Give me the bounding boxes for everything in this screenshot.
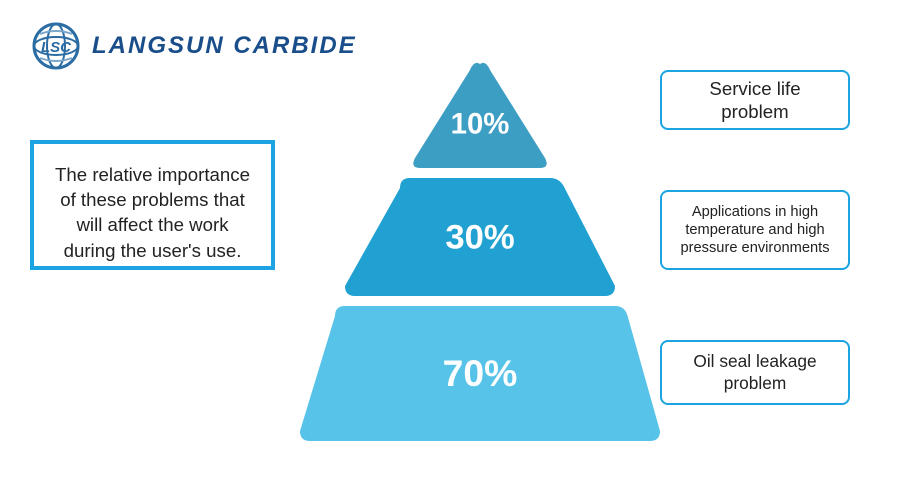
pyramid-label-middle: Applications in high temperature and hig… bbox=[660, 190, 850, 270]
pyramid-label-top: Service life problem bbox=[660, 70, 850, 130]
brand-name: LANGSUN CARBIDE bbox=[92, 32, 357, 60]
description-box: The relative importance of these problem… bbox=[30, 140, 275, 270]
pyramid-value: 10% bbox=[451, 107, 510, 140]
pyramid-svg: 10% 30% 70% bbox=[300, 60, 660, 460]
description-text: The relative importance of these problem… bbox=[55, 164, 250, 261]
label-text: Service life problem bbox=[676, 77, 834, 124]
label-text: Applications in high temperature and hig… bbox=[676, 203, 834, 258]
pyramid-chart: 10% 30% 70% bbox=[300, 60, 660, 460]
pyramid-value: 70% bbox=[443, 352, 518, 394]
globe-icon: LSC bbox=[30, 20, 82, 72]
pyramid-value: 30% bbox=[445, 219, 514, 257]
pyramid-label-bottom: Oil seal leakage problem bbox=[660, 340, 850, 405]
svg-text:LSC: LSC bbox=[41, 39, 72, 56]
label-text: Oil seal leakage problem bbox=[676, 351, 834, 394]
